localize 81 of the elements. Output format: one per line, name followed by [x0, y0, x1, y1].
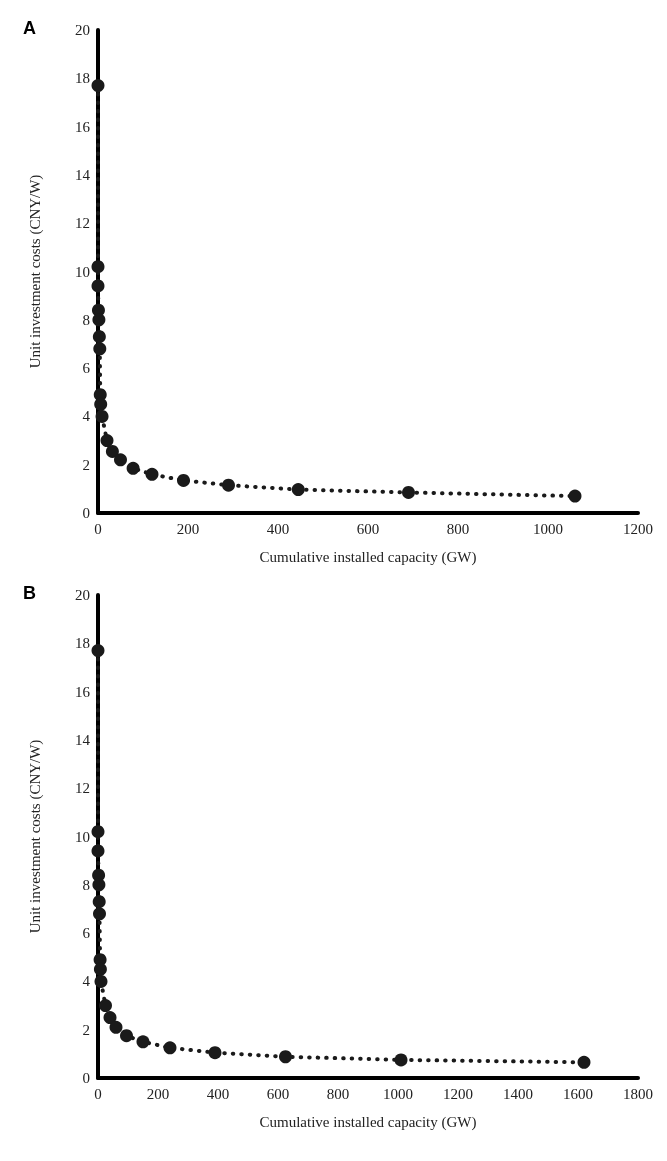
- y-tick-label: 16: [75, 683, 91, 700]
- point: [91, 279, 105, 293]
- point: [163, 1041, 177, 1055]
- point: [568, 489, 582, 503]
- x-tick-label: 1200: [443, 1085, 473, 1102]
- point: [208, 1046, 222, 1060]
- y-tick-label: 14: [75, 731, 91, 748]
- point: [92, 313, 106, 327]
- x-axis-title: Cumulative installed capacity (GW): [259, 548, 477, 566]
- x-tick-label: 400: [266, 520, 290, 537]
- y-tick-label: 20: [75, 22, 90, 38]
- y-tick-label: 12: [75, 780, 90, 797]
- x-tick-label: 1000: [533, 520, 563, 537]
- x-tick-label: 1600: [563, 1085, 593, 1102]
- x-tick-label: 1000: [383, 1085, 413, 1102]
- y-tick-label: 8: [82, 311, 90, 328]
- point: [91, 825, 105, 839]
- y-tick-label: 2: [82, 1021, 90, 1038]
- chart-title: B: [23, 583, 36, 603]
- point: [394, 1053, 408, 1067]
- x-tick-label: 0: [94, 520, 102, 537]
- y-tick-label: 10: [75, 263, 90, 280]
- point: [291, 483, 305, 497]
- point: [91, 79, 105, 93]
- x-tick-label: 800: [446, 520, 470, 537]
- point: [93, 962, 107, 976]
- y-tick-label: 16: [75, 118, 91, 135]
- point: [91, 260, 105, 274]
- point: [222, 478, 235, 492]
- point: [114, 453, 127, 467]
- chart-title: A: [23, 18, 36, 38]
- y-tick-label: 0: [82, 1070, 90, 1086]
- point: [91, 644, 105, 658]
- point: [93, 342, 107, 356]
- y-tick-label: 0: [82, 505, 90, 521]
- point: [94, 974, 108, 988]
- point: [126, 461, 140, 475]
- x-tick-label: 600: [266, 1085, 290, 1102]
- point: [93, 907, 106, 921]
- y-tick-label: 14: [75, 166, 91, 183]
- point: [100, 434, 114, 448]
- point: [279, 1050, 292, 1064]
- point: [92, 878, 106, 892]
- y-tick-label: 18: [75, 70, 90, 87]
- point: [105, 444, 119, 458]
- point: [120, 1029, 133, 1043]
- point: [92, 895, 106, 909]
- point: [577, 1055, 591, 1069]
- point: [109, 1020, 123, 1034]
- y-axis-title: Unit investment costs (CNY/W): [26, 174, 44, 369]
- x-tick-label: 1800: [623, 1085, 653, 1102]
- y-tick-label: 4: [82, 973, 91, 990]
- x-tick-label: 1400: [503, 1085, 533, 1102]
- y-tick-label: 2: [82, 456, 90, 473]
- point: [99, 999, 112, 1013]
- point: [92, 330, 106, 344]
- x-tick-label: 800: [326, 1085, 350, 1102]
- x-tick-label: 1200: [623, 520, 653, 537]
- y-tick-label: 4: [82, 408, 91, 425]
- point: [91, 844, 105, 858]
- x-tick-label: 0: [94, 1085, 102, 1102]
- y-tick-label: 20: [75, 587, 90, 603]
- y-axis-title: Unit investment costs (CNY/W): [26, 739, 44, 934]
- y-tick-label: 10: [75, 828, 90, 845]
- y-tick-label: 6: [82, 360, 91, 377]
- point: [94, 397, 108, 411]
- point: [177, 473, 190, 487]
- point: [402, 485, 415, 499]
- x-tick-label: 200: [146, 1085, 170, 1102]
- y-tick-label: 12: [75, 215, 90, 232]
- y-tick-label: 8: [82, 876, 90, 893]
- x-tick-label: 200: [176, 520, 200, 537]
- y-tick-label: 6: [82, 925, 91, 942]
- x-axis-title: Cumulative installed capacity (GW): [259, 1113, 477, 1131]
- point: [95, 409, 109, 423]
- x-tick-label: 400: [206, 1085, 230, 1102]
- y-tick-label: 18: [75, 635, 90, 652]
- point: [103, 1011, 117, 1025]
- x-tick-label: 600: [356, 520, 380, 537]
- point: [136, 1035, 150, 1049]
- point: [145, 467, 159, 481]
